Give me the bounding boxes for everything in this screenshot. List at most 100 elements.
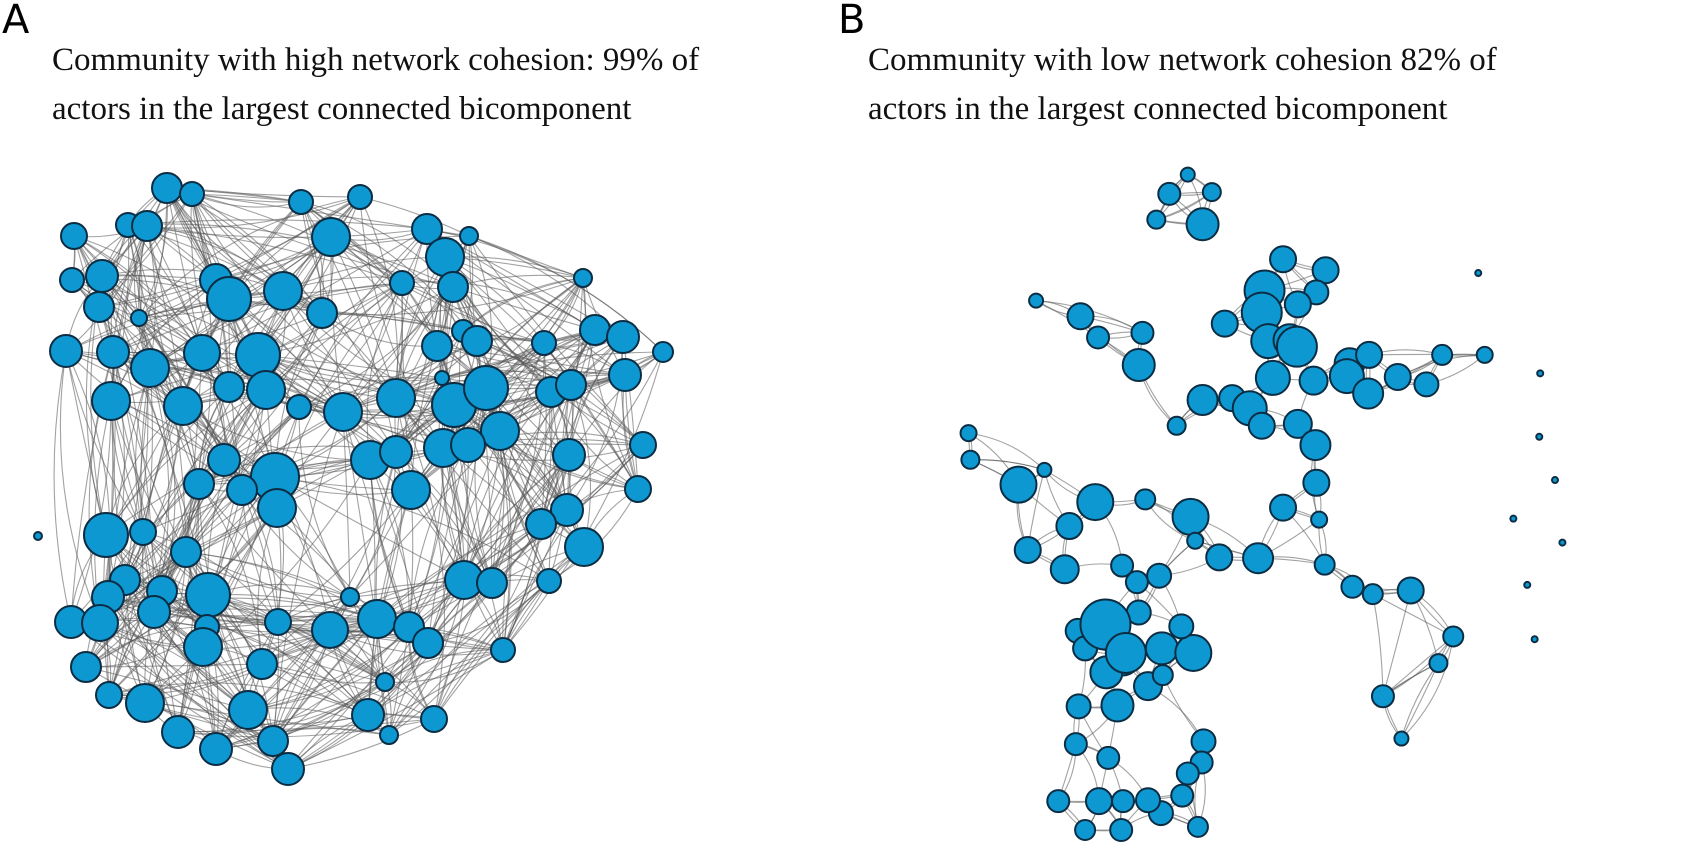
panel-b-edges xyxy=(968,174,1486,832)
network-node xyxy=(70,651,102,683)
network-node xyxy=(257,488,297,528)
network-node xyxy=(1063,732,1088,757)
network-node xyxy=(1134,488,1157,511)
network-edge xyxy=(384,649,504,683)
panel-a-title: Community with high network cohesion: 99… xyxy=(52,36,699,134)
network-node xyxy=(434,370,450,386)
network-edge xyxy=(191,193,403,284)
network-node xyxy=(1110,553,1135,578)
network-node xyxy=(183,627,223,667)
network-node xyxy=(1340,574,1365,599)
network-edge xyxy=(388,523,542,736)
network-edge xyxy=(149,367,344,413)
network-edge xyxy=(201,228,428,354)
network-edge xyxy=(257,228,428,356)
network-node xyxy=(1046,789,1071,814)
network-edge xyxy=(540,342,547,525)
network-edge xyxy=(257,286,454,356)
network-node xyxy=(206,276,252,322)
network-node xyxy=(60,222,88,250)
network-node xyxy=(476,567,508,599)
network-node xyxy=(531,330,557,356)
panel-a-edges xyxy=(53,187,664,770)
network-node xyxy=(420,705,448,733)
network-edge xyxy=(124,459,225,581)
network-edge xyxy=(427,454,570,644)
network-edge xyxy=(105,534,217,750)
network-edge xyxy=(366,282,403,461)
network-node xyxy=(163,386,203,426)
network-node xyxy=(1428,653,1449,674)
network-node xyxy=(1135,787,1161,814)
network-edge xyxy=(65,350,107,536)
network-node xyxy=(1074,819,1097,841)
network-edge xyxy=(223,312,323,461)
network-edge xyxy=(394,228,428,453)
network-edge xyxy=(107,596,289,770)
network-node xyxy=(1049,554,1080,585)
network-edge xyxy=(287,582,493,770)
network-edge xyxy=(367,546,585,716)
network-node xyxy=(389,270,415,296)
network-node xyxy=(130,309,148,327)
network-node xyxy=(1055,512,1084,541)
network-node xyxy=(652,341,674,363)
panel-a-network xyxy=(33,172,674,786)
network-node xyxy=(85,259,119,293)
network-node xyxy=(246,648,278,680)
network-edge xyxy=(1372,594,1384,697)
network-node xyxy=(311,611,349,649)
network-node xyxy=(555,369,587,401)
network-edge xyxy=(185,551,378,620)
network-edge xyxy=(282,290,371,461)
network-edge xyxy=(65,290,284,352)
network-node xyxy=(49,334,83,368)
network-node xyxy=(179,181,205,207)
network-node xyxy=(1298,365,1329,396)
network-node xyxy=(1299,429,1332,462)
network-node xyxy=(1558,538,1567,547)
network-node xyxy=(1144,631,1179,666)
network-node xyxy=(1174,634,1213,672)
network-node xyxy=(1530,635,1539,644)
panel-label-b: B xyxy=(838,0,866,43)
network-edge xyxy=(85,663,263,668)
network-node xyxy=(137,595,171,629)
network-node xyxy=(1151,664,1174,687)
network-node xyxy=(463,365,509,411)
panel-b-nodes xyxy=(959,166,1567,842)
network-node xyxy=(83,512,129,558)
network-node xyxy=(1269,493,1298,522)
network-node xyxy=(606,320,640,354)
network-node xyxy=(461,325,493,357)
network-node xyxy=(151,172,183,204)
network-edge xyxy=(198,483,386,683)
network-node xyxy=(1170,783,1195,808)
panel-b-title-line1: Community with low network cohesion 82% … xyxy=(868,42,1497,78)
network-node xyxy=(1179,166,1196,183)
network-edge xyxy=(124,579,249,711)
network-edge xyxy=(395,451,493,584)
network-node xyxy=(1283,290,1312,319)
network-node xyxy=(1242,542,1275,575)
network-node xyxy=(552,438,586,472)
network-node xyxy=(564,527,604,567)
network-node xyxy=(91,381,131,421)
network-node xyxy=(421,330,453,362)
network-edge xyxy=(287,649,504,770)
network-edge xyxy=(65,350,144,533)
network-node xyxy=(1201,182,1222,203)
network-node xyxy=(1096,745,1121,770)
network-edge xyxy=(261,663,435,720)
network-node xyxy=(161,715,195,749)
network-node xyxy=(1210,309,1239,338)
network-edge xyxy=(65,225,148,352)
network-node xyxy=(437,271,469,303)
network-edge xyxy=(53,350,72,623)
network-node xyxy=(1442,625,1465,648)
network-node xyxy=(228,690,268,730)
network-edge xyxy=(433,546,585,720)
network-edge xyxy=(274,476,465,581)
network-edge xyxy=(349,451,397,598)
